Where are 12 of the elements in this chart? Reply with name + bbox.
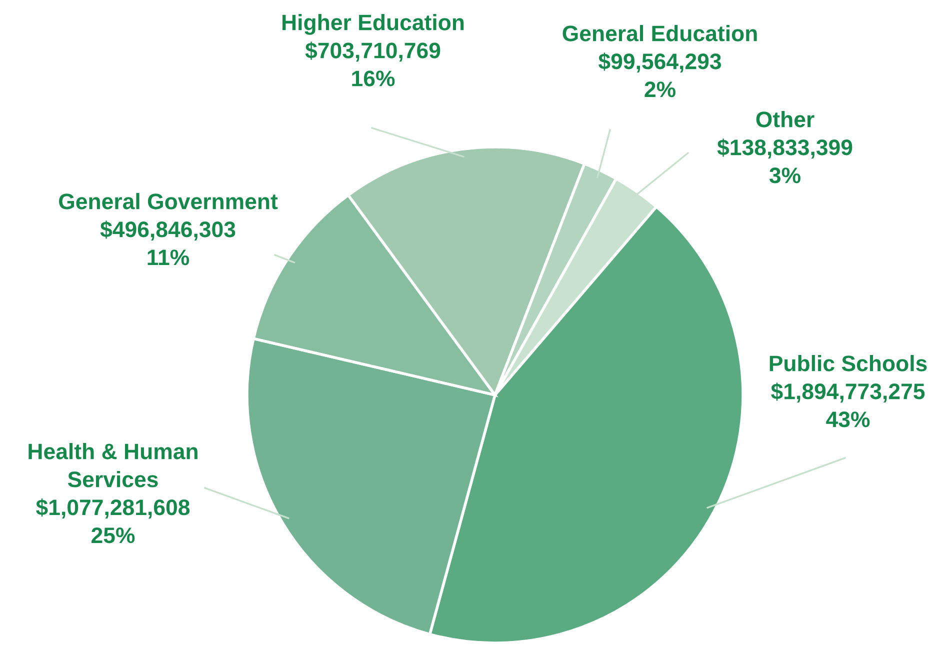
data-label: $99,564,293 2% <box>598 52 721 98</box>
slice-label: General Government <box>59 193 278 210</box>
data-label: $1,077,281,608 25% <box>36 498 190 544</box>
data-label: $1,894,773,275 43% <box>771 382 925 428</box>
slice-label: Health & Human Services <box>28 443 198 488</box>
slice-label: Other <box>756 111 814 128</box>
slice-label: Higher Education <box>282 14 464 35</box>
slice-label: Public Schools <box>770 355 927 372</box>
data-label: $703,710,769 16% <box>305 42 440 86</box>
data-label: $138,833,399 3% <box>717 138 852 184</box>
slice-label: General Education <box>562 25 757 42</box>
data-label: $496,846,303 11% <box>100 220 236 266</box>
